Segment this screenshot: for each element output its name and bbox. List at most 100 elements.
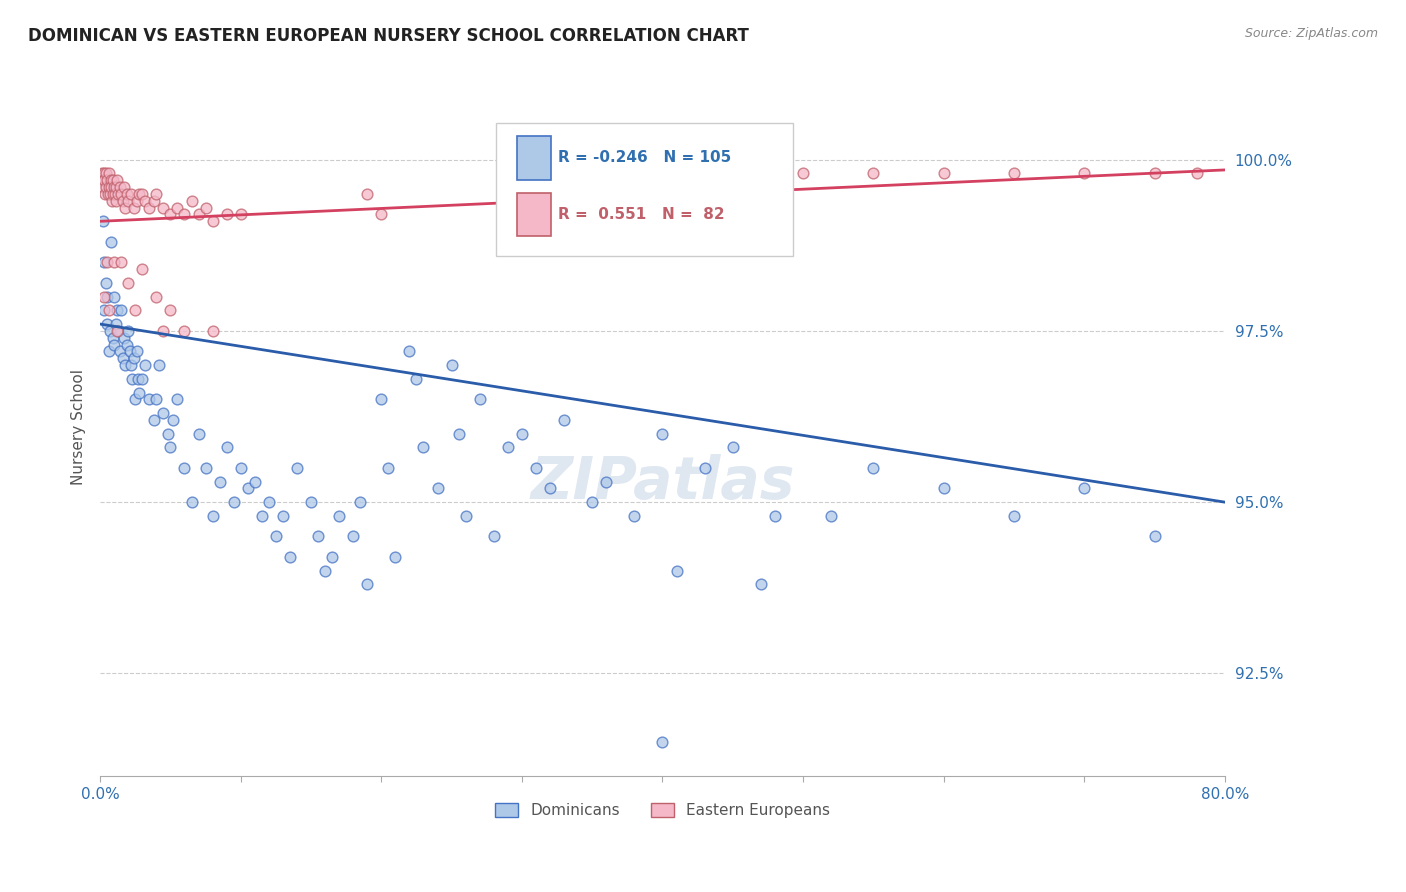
Point [721, 441, 744, 455]
Point [98, 180, 121, 194]
Point [110, 255, 132, 269]
Point [122, 351, 145, 366]
Point [524, 461, 547, 475]
Point [103, 255, 125, 269]
Point [94, 186, 117, 201]
Point [1002, 508, 1025, 523]
Point [110, 186, 132, 201]
Point [215, 207, 238, 221]
Point [440, 358, 463, 372]
Point [623, 508, 645, 523]
Point [117, 276, 139, 290]
Point [105, 194, 128, 208]
Point [651, 426, 673, 441]
Point [257, 495, 280, 509]
Point [98, 186, 121, 201]
Point [105, 303, 128, 318]
Point [553, 413, 575, 427]
Point [105, 173, 128, 187]
Point [229, 207, 252, 221]
Point [307, 529, 329, 543]
Point [152, 201, 174, 215]
Point [278, 549, 301, 564]
Point [94, 166, 117, 180]
Point [1185, 166, 1208, 180]
Point [159, 441, 181, 455]
Point [159, 303, 181, 318]
Point [115, 186, 138, 201]
Point [125, 194, 148, 208]
Text: R =  0.551   N =  82: R = 0.551 N = 82 [558, 207, 724, 222]
Point [1073, 482, 1095, 496]
Point [117, 194, 139, 208]
Point [321, 549, 343, 564]
Point [111, 351, 134, 366]
Point [96, 255, 118, 269]
Point [412, 441, 434, 455]
Point [98, 324, 121, 338]
Point [96, 180, 118, 194]
Point [138, 392, 160, 407]
Point [112, 180, 135, 194]
Point [152, 406, 174, 420]
Point [148, 358, 170, 372]
Point [110, 303, 132, 318]
Point [398, 344, 420, 359]
Point [236, 482, 259, 496]
Point [108, 344, 131, 359]
Point [1143, 529, 1166, 543]
Point [180, 495, 202, 509]
Point [96, 173, 118, 187]
Point [97, 186, 120, 201]
Point [100, 235, 122, 249]
Point [127, 372, 149, 386]
Point [243, 475, 266, 489]
Point [145, 186, 167, 201]
Point [510, 426, 533, 441]
Point [468, 392, 491, 407]
Point [103, 180, 125, 194]
Point [112, 331, 135, 345]
Point [454, 508, 477, 523]
Point [142, 194, 165, 208]
Point [120, 186, 142, 201]
Point [93, 173, 115, 187]
Point [792, 166, 814, 180]
Point [120, 358, 142, 372]
Point [115, 337, 138, 351]
Point [90, 166, 112, 180]
Point [122, 201, 145, 215]
Point [370, 207, 392, 221]
Point [187, 426, 209, 441]
Point [94, 276, 117, 290]
Point [173, 324, 195, 338]
Point [124, 392, 146, 407]
Point [91, 180, 114, 194]
Point [356, 186, 378, 201]
Point [426, 482, 449, 496]
Point [131, 262, 153, 277]
Y-axis label: Nursery School: Nursery School [72, 368, 86, 485]
Point [208, 475, 231, 489]
Point [447, 426, 470, 441]
Point [93, 166, 115, 180]
Point [194, 461, 217, 475]
Point [763, 508, 786, 523]
Point [285, 461, 308, 475]
Point [250, 508, 273, 523]
Point [356, 577, 378, 591]
Point [97, 166, 120, 180]
Legend: Dominicans, Eastern Europeans: Dominicans, Eastern Europeans [489, 797, 835, 824]
Point [108, 180, 131, 194]
Point [104, 186, 127, 201]
Point [96, 290, 118, 304]
Point [104, 317, 127, 331]
Point [128, 385, 150, 400]
Point [97, 344, 120, 359]
Point [101, 331, 124, 345]
Point [299, 495, 322, 509]
Point [862, 166, 884, 180]
Point [264, 529, 287, 543]
Point [104, 180, 127, 194]
Point [162, 413, 184, 427]
